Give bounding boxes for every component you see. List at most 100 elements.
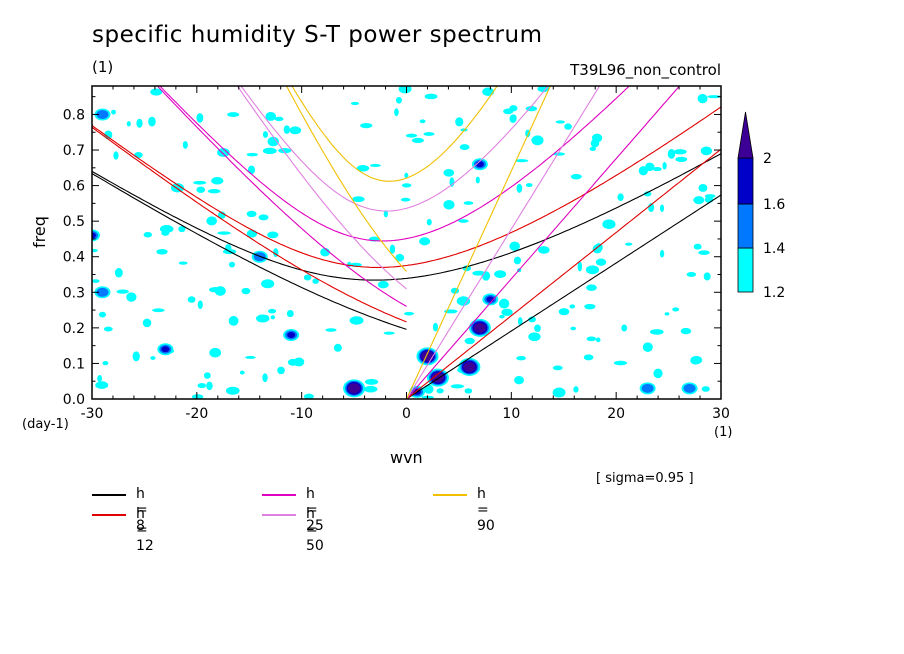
contour-speckle: [156, 248, 168, 255]
contour-speckle: [426, 218, 432, 226]
contour-speckle: [171, 183, 185, 193]
legend-swatch: [92, 514, 126, 516]
contour-speckle: [534, 324, 541, 332]
contour-speckle: [662, 161, 667, 170]
contour-speckle: [602, 219, 616, 230]
dispersion-curve-kelvin: [405, 86, 551, 399]
dispersion-curve-mrg: [236, 86, 407, 290]
contour-speckle: [558, 308, 570, 316]
contour-speckle: [464, 388, 473, 394]
contour-speckle: [228, 315, 239, 326]
contour-speckle: [589, 146, 596, 151]
y-tick-label: 0.8: [63, 107, 85, 123]
y-tick-label: 0.2: [63, 321, 85, 337]
sigma-annotation: [ sigma=0.95 ]: [596, 471, 694, 486]
y-tick-label: 0.5: [63, 214, 85, 230]
contour-blob: [348, 383, 361, 394]
contour-speckle: [514, 375, 524, 385]
dispersion-curves: [92, 86, 721, 399]
contour-speckle: [424, 93, 438, 100]
x-tick-label: -10: [290, 406, 313, 422]
contour-speckle: [197, 300, 203, 309]
contour-blob: [161, 346, 170, 353]
contour-speckle: [538, 246, 550, 254]
contour-speckle: [405, 133, 418, 138]
y-tick-label: 0.3: [63, 285, 85, 301]
contour-speckle: [289, 126, 302, 135]
contour-blob: [96, 287, 109, 297]
contour-speckle: [116, 289, 129, 294]
legend-label: h = 12: [136, 506, 154, 554]
contour-speckle: [383, 331, 395, 335]
contour-speckle: [270, 315, 276, 320]
contour-speckle: [206, 216, 218, 226]
contour-speckle: [191, 394, 204, 399]
legend-label: h = 50: [306, 506, 324, 554]
contour-speckle: [239, 370, 245, 375]
contour-speckle: [360, 123, 373, 129]
chart-title: specific humidity S-T power spectrum: [92, 22, 543, 48]
contour-speckle: [136, 118, 143, 128]
contour-speckle: [182, 141, 188, 149]
contour-blob: [641, 383, 654, 393]
contour-speckle: [217, 231, 231, 235]
contour-speckle: [398, 86, 412, 94]
contour-speckle: [363, 385, 378, 393]
contour-speckle: [638, 166, 648, 176]
x-tick-label: -30: [81, 406, 104, 422]
contour-speckle: [423, 384, 434, 394]
contour-speckle: [552, 365, 563, 371]
legend-label: h = 25: [306, 486, 324, 534]
contour-speckle: [103, 326, 113, 332]
contour-speckle: [517, 317, 523, 326]
contour-speckle: [217, 211, 226, 219]
contour-speckle: [443, 169, 455, 177]
contour-speckle: [652, 166, 662, 172]
contour-speckle: [178, 225, 186, 233]
colorbar-segment: [737, 203, 754, 249]
contour-speckle: [404, 172, 409, 178]
contour-speckle: [555, 120, 565, 124]
contour-speckle: [211, 176, 224, 185]
contour-speckle: [515, 159, 529, 163]
contour-speckle: [675, 156, 688, 162]
x-unit-label: (1): [714, 425, 733, 440]
contour-speckle: [525, 183, 533, 188]
contour-blob: [473, 322, 486, 333]
contour-field: [92, 86, 721, 399]
contour-speckle: [475, 176, 480, 184]
colorbar-label: 1.6: [763, 197, 785, 213]
y-tick-label: 0.6: [63, 179, 85, 195]
contour-speckle: [303, 274, 312, 281]
colorbar-segment: [737, 157, 754, 205]
contour-speckle: [595, 258, 607, 266]
contour-speckle: [395, 97, 402, 104]
contour-speckle: [394, 108, 399, 117]
contour-speckle: [697, 93, 708, 104]
contour-speckle: [528, 316, 536, 323]
dispersion-curve-ig: [291, 86, 498, 182]
dispersion-curve-kelvin: [406, 86, 681, 399]
contour-blob: [463, 361, 476, 372]
y-tick-label: 0.0: [63, 392, 85, 408]
contour-speckle: [642, 342, 653, 352]
contour-speckle: [573, 386, 579, 393]
x-tick-label: -20: [185, 406, 208, 422]
contour-speckle: [625, 242, 633, 246]
colorbar: 1.2 1.4 1.6 2: [737, 111, 785, 301]
dispersion-curve-ig: [159, 86, 631, 242]
contour-speckle: [698, 184, 708, 192]
contour-speckle: [267, 136, 279, 147]
contour-speckle: [509, 241, 520, 251]
contour-speckle: [389, 244, 396, 254]
contour-speckle: [481, 271, 491, 281]
contour-speckle: [595, 337, 601, 343]
x-tick-label: 10: [502, 406, 520, 422]
contour-speckle: [516, 183, 523, 193]
contour-speckle: [209, 347, 222, 358]
y-tick-label: 0.4: [63, 250, 85, 266]
contour-speckle: [262, 131, 268, 138]
dispersion-curve-mrg: [92, 173, 407, 330]
contour-speckle: [187, 296, 196, 303]
